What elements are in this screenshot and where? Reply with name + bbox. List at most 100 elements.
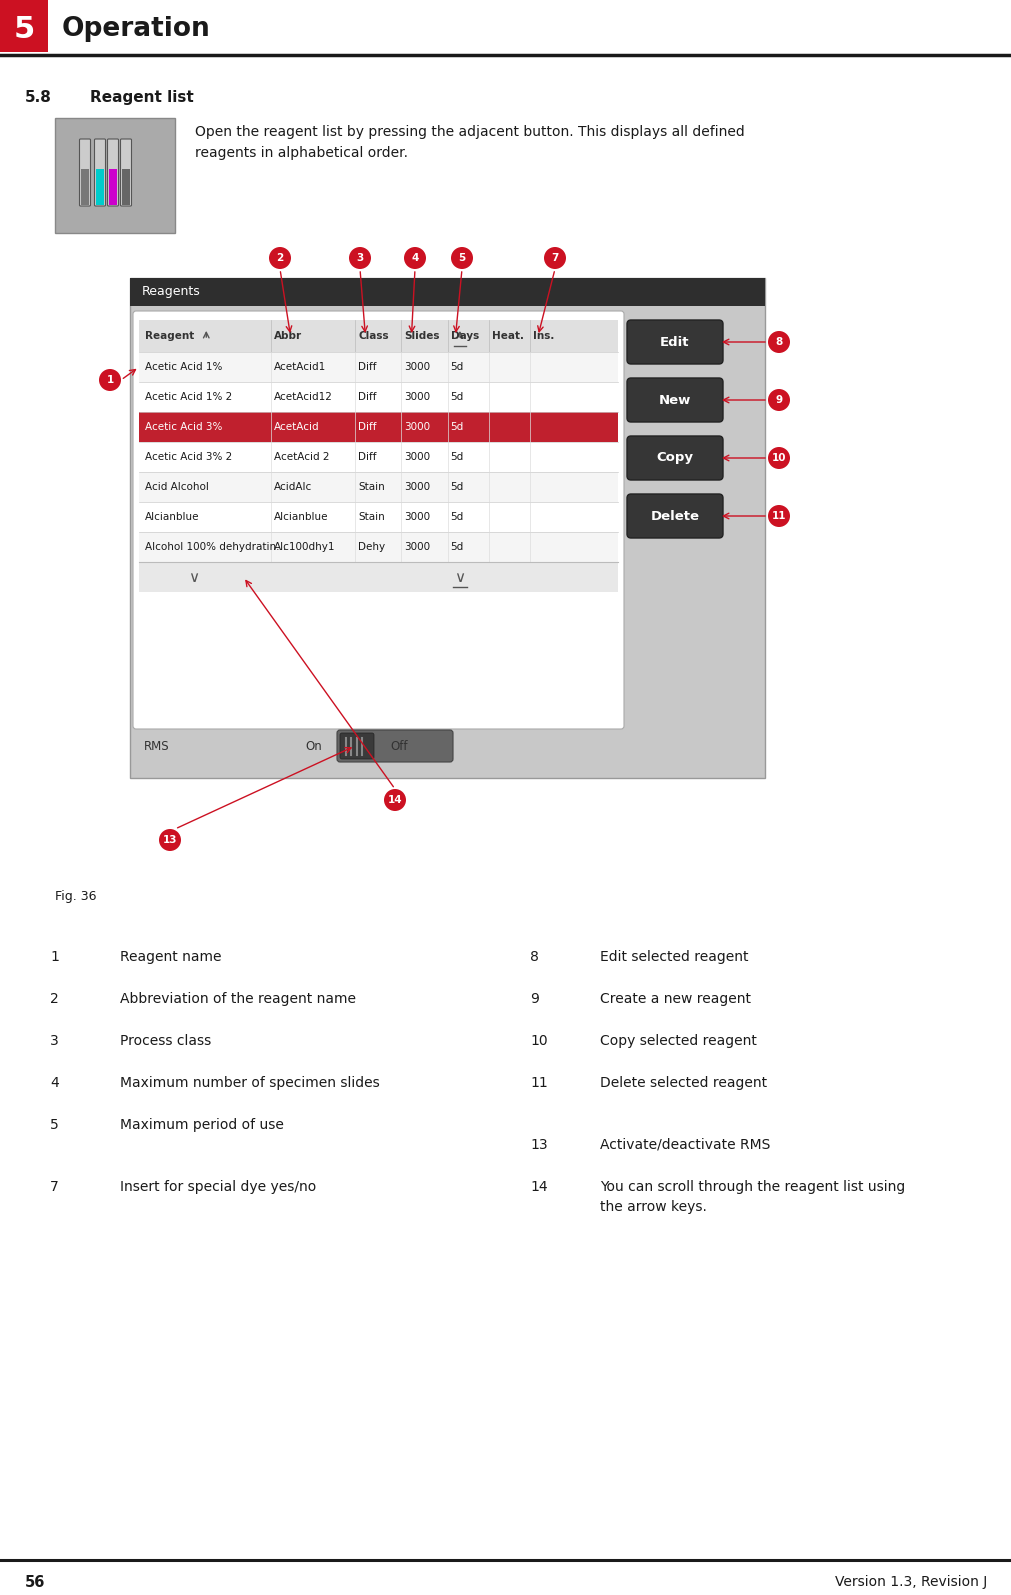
FancyBboxPatch shape [122,169,129,206]
FancyBboxPatch shape [139,412,618,442]
Text: Alc100dhy1: Alc100dhy1 [273,542,335,552]
Text: 13: 13 [530,1137,547,1152]
Circle shape [767,506,790,526]
Text: 3000: 3000 [404,512,430,522]
Text: On: On [304,740,321,753]
Text: Diff: Diff [358,362,376,372]
Text: Fig. 36: Fig. 36 [55,890,96,903]
Text: 5d: 5d [450,392,463,402]
FancyBboxPatch shape [139,472,618,502]
Text: Version 1.3, Revision J: Version 1.3, Revision J [834,1574,986,1589]
Text: 5d: 5d [450,542,463,552]
Text: 10: 10 [771,453,786,463]
Text: Class: Class [358,332,388,341]
Text: 3000: 3000 [404,482,430,491]
Circle shape [544,247,565,270]
Text: Slides: Slides [404,332,440,341]
Text: Diff: Diff [358,423,376,432]
Text: AcetAcid12: AcetAcid12 [273,392,332,402]
Text: Create a new reagent: Create a new reagent [600,992,750,1006]
FancyBboxPatch shape [81,169,89,206]
Text: 5d: 5d [450,423,463,432]
Text: 8: 8 [774,337,782,348]
Text: Process class: Process class [120,1034,211,1048]
FancyBboxPatch shape [139,352,618,381]
Text: Days: Days [450,332,478,341]
Text: 5d: 5d [450,362,463,372]
Text: Acid Alcohol: Acid Alcohol [145,482,208,491]
Text: Stain: Stain [358,482,385,491]
Text: Diff: Diff [358,392,376,402]
FancyBboxPatch shape [120,139,131,206]
Text: Delete: Delete [650,509,699,523]
FancyBboxPatch shape [139,321,618,352]
FancyBboxPatch shape [627,378,722,423]
Text: 4: 4 [50,1077,59,1089]
FancyBboxPatch shape [627,494,722,538]
Circle shape [99,368,121,391]
Text: 14: 14 [530,1180,547,1195]
Text: Abbreviation of the reagent name: Abbreviation of the reagent name [120,992,356,1006]
FancyBboxPatch shape [627,435,722,480]
Text: 5: 5 [458,254,465,263]
Text: Acetic Acid 3% 2: Acetic Acid 3% 2 [145,451,232,463]
Circle shape [349,247,371,270]
Text: ∨: ∨ [188,569,199,584]
Text: Alcianblue: Alcianblue [145,512,199,522]
FancyBboxPatch shape [107,139,118,206]
Text: 2: 2 [276,254,283,263]
Text: 7: 7 [551,254,558,263]
Text: AcidAlc: AcidAlc [273,482,311,491]
Text: 10: 10 [530,1034,547,1048]
Text: Alcianblue: Alcianblue [273,512,328,522]
Text: New: New [658,394,691,407]
FancyBboxPatch shape [109,169,117,206]
FancyBboxPatch shape [337,731,453,762]
Circle shape [767,389,790,412]
Text: Copy selected reagent: Copy selected reagent [600,1034,756,1048]
Text: Ins.: Ins. [533,332,554,341]
Text: Off: Off [389,740,407,753]
Text: 3000: 3000 [404,362,430,372]
Text: 3: 3 [50,1034,59,1048]
Text: Diff: Diff [358,451,376,463]
Text: 3000: 3000 [404,423,430,432]
Text: Abbr: Abbr [273,332,301,341]
FancyBboxPatch shape [94,139,105,206]
Text: Operation: Operation [62,16,210,41]
Text: 5: 5 [13,14,34,43]
Text: Stain: Stain [358,512,385,522]
FancyBboxPatch shape [139,561,618,592]
Text: Edit: Edit [659,335,690,348]
Text: AcetAcid1: AcetAcid1 [273,362,326,372]
Text: 5.8: 5.8 [25,89,52,105]
Text: Acetic Acid 1% 2: Acetic Acid 1% 2 [145,392,232,402]
Text: 9: 9 [774,396,782,405]
FancyBboxPatch shape [132,311,624,729]
Text: Reagents: Reagents [142,286,200,298]
Text: Reagent: Reagent [145,332,194,341]
Text: 3000: 3000 [404,451,430,463]
Text: You can scroll through the reagent list using
the arrow keys.: You can scroll through the reagent list … [600,1180,905,1214]
Text: AcetAcid: AcetAcid [273,423,318,432]
Text: 11: 11 [530,1077,547,1089]
Text: 14: 14 [387,794,402,805]
Circle shape [767,332,790,352]
FancyBboxPatch shape [129,278,764,778]
Text: Copy: Copy [656,451,693,464]
Text: 3: 3 [356,254,363,263]
Text: AcetAcid 2: AcetAcid 2 [273,451,329,463]
Text: 1: 1 [106,375,113,384]
Text: 5d: 5d [450,482,463,491]
Text: Acetic Acid 3%: Acetic Acid 3% [145,423,222,432]
Text: Dehy: Dehy [358,542,385,552]
Text: 3000: 3000 [404,392,430,402]
FancyBboxPatch shape [80,139,90,206]
Circle shape [383,790,405,810]
Text: Open the reagent list by pressing the adjacent button. This displays all defined: Open the reagent list by pressing the ad… [195,124,744,160]
Text: Heat.: Heat. [491,332,524,341]
Text: Maximum period of use: Maximum period of use [120,1118,284,1132]
Circle shape [269,247,291,270]
Text: Acetic Acid 1%: Acetic Acid 1% [145,362,222,372]
Text: Edit selected reagent: Edit selected reagent [600,951,748,963]
